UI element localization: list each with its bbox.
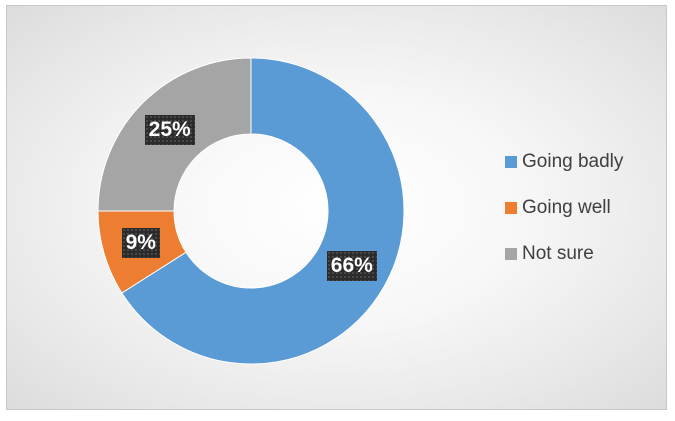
legend-swatch: [505, 202, 517, 214]
legend-item-going-badly: Going badly: [505, 150, 623, 174]
data-label-going-well: 9%: [121, 228, 160, 259]
legend-label: Going well: [522, 197, 611, 218]
legend-label: Going badly: [522, 151, 624, 172]
legend-swatch: [505, 156, 517, 168]
legend: Going badly Going well Not sure: [505, 150, 623, 288]
legend-swatch: [505, 248, 517, 260]
data-label-going-badly: 66%: [326, 251, 377, 282]
legend-item-not-sure: Not sure: [505, 242, 623, 266]
legend-item-going-well: Going well: [505, 196, 623, 220]
data-label-not-sure: 25%: [144, 114, 195, 145]
legend-label: Not sure: [522, 243, 594, 264]
slice-going-badly: [121, 57, 405, 365]
